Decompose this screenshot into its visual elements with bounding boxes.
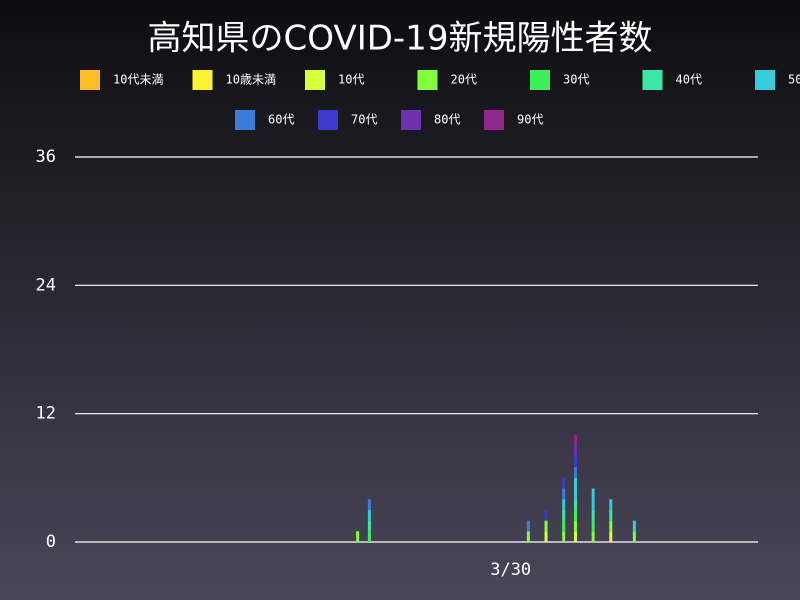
legend-swatch <box>80 70 100 90</box>
bar-segment <box>573 435 577 446</box>
bar-segment <box>367 531 371 542</box>
legend-label: 40代 <box>676 73 702 87</box>
legend-label: 70代 <box>351 113 377 127</box>
legend-swatch <box>401 110 421 130</box>
bar-segment <box>573 445 577 457</box>
bar-segment <box>367 509 371 521</box>
y-tick-label: 0 <box>46 532 56 552</box>
legend-label: 20代 <box>451 73 477 87</box>
legend-label: 90代 <box>517 113 543 127</box>
legend-label: 60代 <box>268 113 294 127</box>
bar-segment <box>591 509 595 521</box>
bar-segment <box>562 509 566 521</box>
bar-segment <box>591 520 595 532</box>
bar-segment <box>609 499 613 510</box>
bar-segment <box>544 509 548 521</box>
bar-segment <box>573 520 577 532</box>
bar-segment <box>609 531 613 542</box>
bar-segment <box>356 531 360 542</box>
bar-segment <box>591 531 595 542</box>
legend-swatch <box>530 70 550 90</box>
legend-swatch <box>417 70 438 90</box>
chart-title: 高知県のCOVID-19新規陽性者数 <box>148 19 653 59</box>
bar-segment <box>562 520 566 532</box>
bar-segment <box>544 520 548 532</box>
legend-label: 10代 <box>338 73 364 87</box>
bar-segment <box>562 477 566 489</box>
bar-segment <box>609 520 613 532</box>
bar-segment <box>562 531 566 542</box>
bar-segment <box>544 531 548 542</box>
bar-segment <box>573 456 577 468</box>
legend-label: 50代 <box>788 73 800 87</box>
x-tick-label: 3/30 <box>490 560 531 580</box>
bar-segment <box>367 499 371 510</box>
y-tick-label: 24 <box>36 275 56 295</box>
bar-segment <box>562 488 566 500</box>
legend-swatch <box>235 110 255 130</box>
bar-segment <box>609 509 613 521</box>
bar-segment <box>632 531 636 542</box>
bar-segment <box>632 520 636 532</box>
bar-segment <box>367 520 371 532</box>
bar-segment <box>573 531 577 542</box>
legend-swatch <box>755 70 775 90</box>
bar-segment <box>573 509 577 521</box>
bar-segment <box>573 499 577 510</box>
legend-swatch <box>318 110 338 130</box>
bar-segment <box>573 477 577 500</box>
bar-segment <box>526 520 530 532</box>
bar-segment <box>526 531 530 542</box>
legend-label: 30代 <box>563 73 589 87</box>
bar-segment <box>573 467 577 478</box>
legend-swatch <box>192 70 213 90</box>
bar-segment <box>562 499 566 510</box>
legend-swatch <box>642 70 663 90</box>
legend-label: 80代 <box>434 113 460 127</box>
y-tick-label: 12 <box>36 404 56 424</box>
legend-swatch <box>305 70 325 90</box>
legend-label: 10代未満 <box>113 73 163 87</box>
legend-label: 10歳未満 <box>226 73 276 87</box>
legend-swatch <box>484 110 504 130</box>
bar-segment <box>591 488 595 510</box>
y-tick-label: 36 <box>36 147 56 167</box>
